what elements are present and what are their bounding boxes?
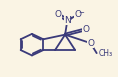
Text: +: + bbox=[68, 16, 73, 21]
Text: O: O bbox=[87, 39, 94, 48]
Text: −: − bbox=[78, 10, 84, 16]
Text: O: O bbox=[82, 25, 89, 34]
Text: CH₃: CH₃ bbox=[98, 49, 112, 58]
Text: O: O bbox=[55, 10, 62, 19]
Text: N: N bbox=[64, 16, 71, 24]
Text: O: O bbox=[75, 10, 82, 19]
